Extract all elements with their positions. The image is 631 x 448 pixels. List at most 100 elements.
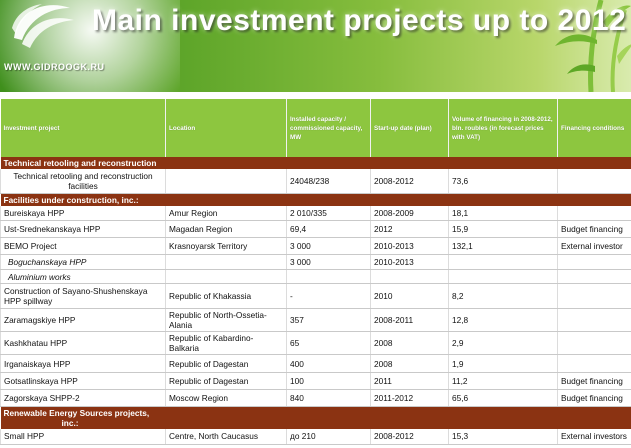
section-title: Renewable Energy Sources projects, inc.:: [0, 406, 287, 429]
cell-start: 2011-2012: [370, 389, 449, 407]
cell-conditions: [557, 308, 631, 332]
cell-project: Gotsatlinskaya HPP: [0, 372, 166, 390]
page-title: Main investment projects up to 2012: [92, 4, 627, 37]
cell-project: Aluminium works: [0, 269, 166, 284]
cell-volume: 18,1: [448, 205, 558, 221]
cell-conditions: External investors: [557, 428, 631, 445]
cell-conditions: [557, 254, 631, 270]
section-filler: [286, 406, 631, 429]
cell-capacity: 3 000: [286, 237, 371, 255]
cell-volume: [448, 269, 558, 284]
cell-volume: 73,6: [448, 169, 558, 194]
cell-conditions: [557, 205, 631, 221]
cell-capacity: 100: [286, 372, 371, 390]
section-row: Renewable Energy Sources projects, inc.:: [0, 406, 631, 429]
cell-capacity: 400: [286, 354, 371, 373]
cell-project: Irganaiskaya HPP: [0, 354, 166, 373]
cell-conditions: External investor: [557, 237, 631, 255]
cell-start: 2008-2012: [370, 169, 449, 194]
header-financing-conditions: Financing conditions: [557, 99, 631, 157]
table-row: Gotsatlinskaya HPP Republic of Dagestan …: [0, 372, 631, 390]
cell-conditions: Budget financing: [557, 372, 631, 390]
section-title: Facilities under construction, inc.:: [0, 193, 631, 206]
cell-location: Krasnoyarsk Territory: [165, 237, 287, 255]
cell-capacity: 24048/238: [286, 169, 371, 194]
cell-conditions: [557, 269, 631, 284]
cell-project: Construction of Sayano-Shushenskaya HPP …: [0, 283, 166, 309]
cell-location: Centre, North Caucasus: [165, 428, 287, 445]
cell-start: 2010-2013: [370, 254, 449, 270]
cell-capacity: 3 000: [286, 254, 371, 270]
header-start-up-date: Start-up date (plan): [370, 99, 449, 157]
cell-capacity: 65: [286, 331, 371, 355]
header-location: Location: [165, 99, 287, 157]
cell-location: Republic of Dagestan: [165, 372, 287, 390]
table-row: Aluminium works: [0, 269, 631, 284]
table-row: Ust-Srednekanskaya HPP Magadan Region 69…: [0, 220, 631, 238]
cell-start: 2008-2011: [370, 308, 449, 332]
cell-location: Republic of Dagestan: [165, 354, 287, 373]
section-title: Technical retooling and reconstruction: [0, 157, 631, 169]
leaf-swirl-logo: [12, 4, 74, 48]
cell-conditions: [557, 169, 631, 194]
cell-start: 2008: [370, 331, 449, 355]
cell-location: Moscow Region: [165, 389, 287, 407]
cell-volume: [448, 254, 558, 270]
section-row: Facilities under construction, inc.:: [0, 193, 631, 206]
cell-volume: 12,8: [448, 308, 558, 332]
cell-volume: 15,3: [448, 428, 558, 445]
table-header-row: Investment project Location Installed ca…: [0, 99, 631, 157]
cell-project: Boguchanskaya HPP: [0, 254, 166, 270]
header-investment-project: Investment project: [0, 99, 166, 157]
section-title-line: inc.:: [61, 417, 79, 428]
table-row: BEMO Project Krasnoyarsk Territory 3 000…: [0, 237, 631, 255]
cell-start: 2010: [370, 283, 449, 309]
table-row: Zaramagskiye HPP Republic of North-Osset…: [0, 308, 631, 332]
cell-start: 2011: [370, 372, 449, 390]
cell-start: 2008-2012: [370, 428, 449, 445]
cell-project: Small HPP: [0, 428, 166, 445]
cell-capacity: 69,4: [286, 220, 371, 238]
table-row: Kashkhatau HPP Republic of Kabardino-Bal…: [0, 331, 631, 355]
cell-conditions: [557, 331, 631, 355]
table-row: Construction of Sayano-Shushenskaya HPP …: [0, 283, 631, 309]
cell-location: Republic of North-Ossetia-Alania: [165, 308, 287, 332]
cell-start: [370, 269, 449, 284]
cell-conditions: [557, 354, 631, 373]
cell-start: 2010-2013: [370, 237, 449, 255]
bamboo-sprouts-decoration: [555, 0, 631, 92]
section-title-line: Renewable Energy Sources projects,: [3, 407, 150, 418]
cell-volume: 15,9: [448, 220, 558, 238]
cell-start: 2008: [370, 354, 449, 373]
cell-location: [165, 254, 287, 270]
cell-capacity: 840: [286, 389, 371, 407]
cell-project: Technical retooling and reconstruction f…: [0, 169, 166, 194]
header-volume-of-financing: Volume of financing in 2008-2012, bln. r…: [448, 99, 558, 157]
table-row: Zagorskaya SHPP-2 Moscow Region 840 2011…: [0, 389, 631, 407]
cell-volume: 65,6: [448, 389, 558, 407]
site-url: WWW.GIDROOGK.RU: [4, 62, 105, 72]
cell-start: 2008-2009: [370, 205, 449, 221]
cell-start: 2012: [370, 220, 449, 238]
cell-location: Amur Region: [165, 205, 287, 221]
cell-project: Bureiskaya HPP: [0, 205, 166, 221]
investment-projects-table: Investment project Location Installed ca…: [0, 99, 631, 445]
table-row: Irganaiskaya HPP Republic of Dagestan 40…: [0, 354, 631, 373]
cell-location: [165, 169, 287, 194]
cell-conditions: [557, 283, 631, 309]
cell-location: Republic of Khakassia: [165, 283, 287, 309]
cell-project: BEMO Project: [0, 237, 166, 255]
cell-project: Zagorskaya SHPP-2: [0, 389, 166, 407]
cell-capacity: до 210: [286, 428, 371, 445]
header-installed-capacity: Installed capacity / commissioned capaci…: [286, 99, 371, 157]
banner: Main investment projects up to 2012 WWW.…: [0, 0, 631, 92]
section-row: Technical retooling and reconstruction: [0, 157, 631, 169]
cell-capacity: 2 010/335: [286, 205, 371, 221]
table-row: Bureiskaya HPP Amur Region 2 010/335 200…: [0, 205, 631, 221]
cell-conditions: Budget financing: [557, 389, 631, 407]
cell-capacity: 357: [286, 308, 371, 332]
cell-project: Kashkhatau HPP: [0, 331, 166, 355]
cell-volume: 8,2: [448, 283, 558, 309]
cell-volume: 11,2: [448, 372, 558, 390]
cell-conditions: Budget financing: [557, 220, 631, 238]
